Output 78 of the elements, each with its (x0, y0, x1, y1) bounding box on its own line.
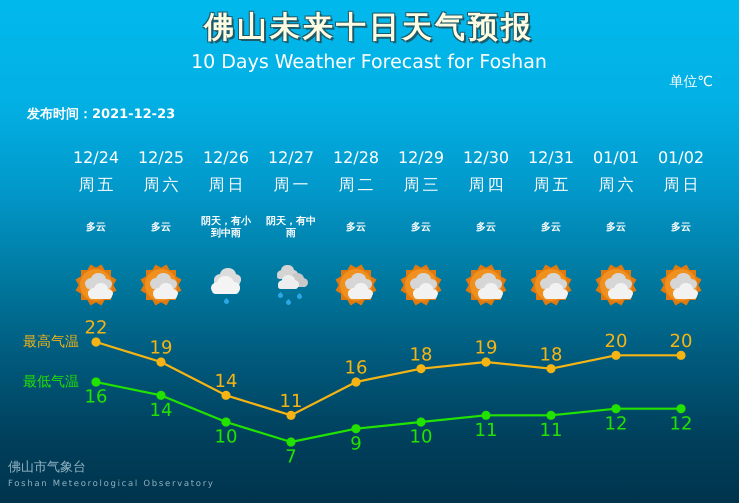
text: 多云 (85, 222, 107, 234)
point (91, 377, 101, 387)
point (156, 390, 166, 400)
x-tick-label: 12/26 (202, 148, 250, 168)
point (351, 424, 361, 434)
text: 发布时间：2021-12-23 (27, 107, 176, 123)
point (546, 364, 556, 374)
data-label: 11 (474, 420, 498, 442)
x-tick-label: 12/25 (138, 148, 184, 168)
data-label: 12 (670, 413, 692, 434)
text: 多云 (670, 222, 692, 234)
data-label: 10 (214, 426, 238, 448)
point (286, 437, 296, 447)
x-tick-label: 01/01 (592, 148, 640, 168)
text: Foshan Meteorological Observatory (8, 479, 215, 490)
text: 阴天，有中雨 (265, 216, 317, 240)
x-tick-label: 12/31 (528, 148, 574, 168)
data-label: 11 (540, 420, 562, 442)
text: 周六 (598, 174, 636, 194)
x-tick-label: 12/28 (332, 148, 380, 168)
data-label: 7 (285, 446, 297, 468)
text: 周五 (78, 174, 116, 194)
point (611, 404, 621, 414)
point (351, 377, 361, 387)
point (286, 410, 296, 420)
point (156, 357, 166, 367)
data-label: 18 (540, 344, 562, 366)
text: 阴天，有小到中雨 (200, 216, 252, 240)
data-label: 12 (604, 413, 628, 434)
x-tick-label: 12/30 (462, 148, 510, 168)
text: 多云 (345, 222, 367, 234)
chart-title: 佛山未来十日天气预报 (204, 10, 534, 46)
x-tick-label: 01/02 (658, 148, 704, 168)
data-label: 19 (474, 338, 498, 359)
data-label: 20 (604, 331, 628, 352)
text: 周日 (208, 174, 246, 194)
text: 周一 (272, 174, 312, 194)
point (481, 357, 491, 367)
data-label: 14 (150, 400, 172, 422)
text: 单位℃ (669, 74, 713, 90)
x-tick-label: 12/29 (398, 148, 444, 168)
text: 多云 (410, 222, 432, 234)
data-label: 11 (280, 391, 302, 412)
data-label: 22 (84, 318, 108, 339)
text: 佛山市气象台 (8, 460, 86, 476)
x-tick-label: 12/24 (72, 148, 120, 168)
data-label: 16 (84, 386, 108, 408)
data-label: 20 (670, 331, 692, 352)
text: 多云 (150, 222, 172, 234)
point (611, 350, 621, 360)
data-label: 9 (350, 433, 362, 454)
point (546, 410, 556, 420)
x-tick-label: 12/27 (268, 148, 314, 168)
point (91, 337, 101, 347)
point (221, 390, 231, 400)
text: 周四 (468, 174, 506, 194)
point (481, 410, 491, 420)
series-label: 最高气温 (23, 334, 79, 350)
point (221, 417, 231, 427)
data-label: 16 (344, 358, 368, 379)
data-label: 14 (214, 371, 238, 392)
text: 多云 (605, 222, 627, 234)
point (676, 404, 686, 414)
text: 周日 (662, 174, 702, 194)
text: 周三 (402, 174, 442, 194)
series-label: 最低气温 (23, 374, 79, 390)
text: 多云 (540, 222, 562, 234)
point (676, 350, 686, 360)
text: 周五 (532, 174, 572, 194)
text: 周二 (338, 174, 376, 194)
text: 多云 (475, 222, 497, 234)
data-label: 18 (410, 344, 432, 366)
text: 周六 (142, 174, 182, 194)
data-label: 10 (410, 426, 432, 448)
point (416, 364, 426, 374)
point (416, 417, 426, 427)
chart-subtitle: 10 Days Weather Forecast for Foshan (191, 51, 547, 74)
data-label: 19 (150, 338, 172, 359)
